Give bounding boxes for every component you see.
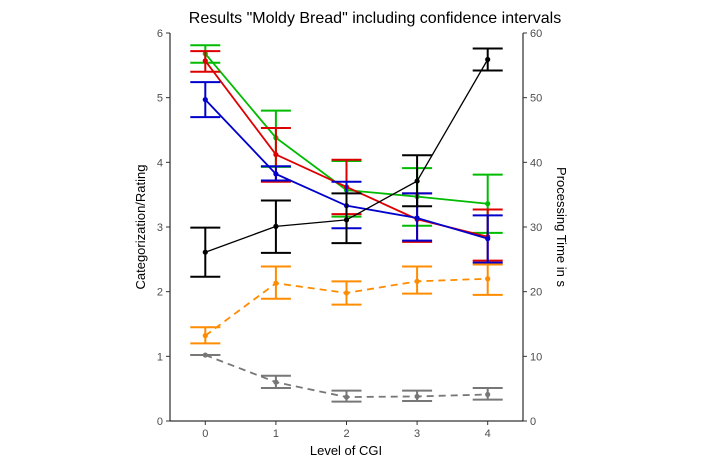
x-tick-label: 0 — [202, 428, 208, 440]
data-point — [273, 171, 279, 177]
data-point — [485, 276, 491, 282]
chart-title: Results "Moldy Bread" including confiden… — [189, 10, 561, 27]
data-point — [414, 278, 420, 284]
right-tick-label: 30 — [530, 222, 542, 234]
data-point — [273, 379, 279, 385]
data-point — [485, 236, 491, 242]
right-tick-label: 50 — [530, 93, 542, 105]
left-y-ticks: 0 1 2 3 4 5 6 — [157, 28, 170, 428]
data-point — [414, 178, 420, 184]
left-tick-label: 5 — [157, 93, 163, 105]
right-tick-label: 60 — [530, 28, 542, 40]
series-5 — [190, 352, 503, 403]
data-point — [343, 217, 350, 223]
left-tick-label: 2 — [157, 287, 163, 299]
data-point — [273, 223, 279, 229]
series-4 — [190, 263, 503, 345]
data-point — [414, 215, 420, 221]
left-tick-label: 6 — [157, 28, 163, 40]
data-point — [485, 201, 491, 207]
data-point — [273, 151, 279, 158]
x-tick-label: 3 — [414, 428, 420, 440]
data-point — [202, 97, 208, 103]
right-tick-label: 20 — [530, 287, 542, 299]
x-tick-label: 4 — [485, 428, 491, 440]
right-tick-label: 0 — [530, 416, 536, 428]
data-point — [273, 280, 279, 286]
right-y-axis-label: Processing Time in s — [554, 167, 569, 287]
data-point — [202, 352, 208, 358]
series-3 — [190, 47, 503, 278]
data-point — [343, 290, 350, 296]
series-layer — [190, 44, 503, 403]
left-tick-label: 3 — [157, 222, 163, 234]
data-point — [202, 249, 208, 255]
right-tick-label: 40 — [530, 157, 542, 169]
left-y-axis-label: Categorization/Rating — [133, 164, 148, 289]
left-tick-label: 1 — [157, 351, 163, 363]
data-point — [485, 56, 491, 63]
right-tick-label: 10 — [530, 351, 542, 363]
x-tick-label: 2 — [343, 428, 349, 440]
data-point — [343, 394, 350, 400]
data-point — [202, 333, 208, 339]
left-tick-label: 0 — [157, 416, 163, 428]
data-point — [202, 58, 208, 64]
x-axis-label: Level of CGI — [310, 443, 382, 458]
x-ticks: 0 1 2 3 4 — [202, 421, 491, 440]
left-tick-label: 4 — [157, 157, 163, 169]
x-tick-label: 1 — [273, 428, 279, 440]
right-y-ticks: 0 10 20 30 40 50 60 — [523, 28, 542, 428]
data-point — [414, 393, 420, 400]
data-point — [485, 391, 491, 398]
